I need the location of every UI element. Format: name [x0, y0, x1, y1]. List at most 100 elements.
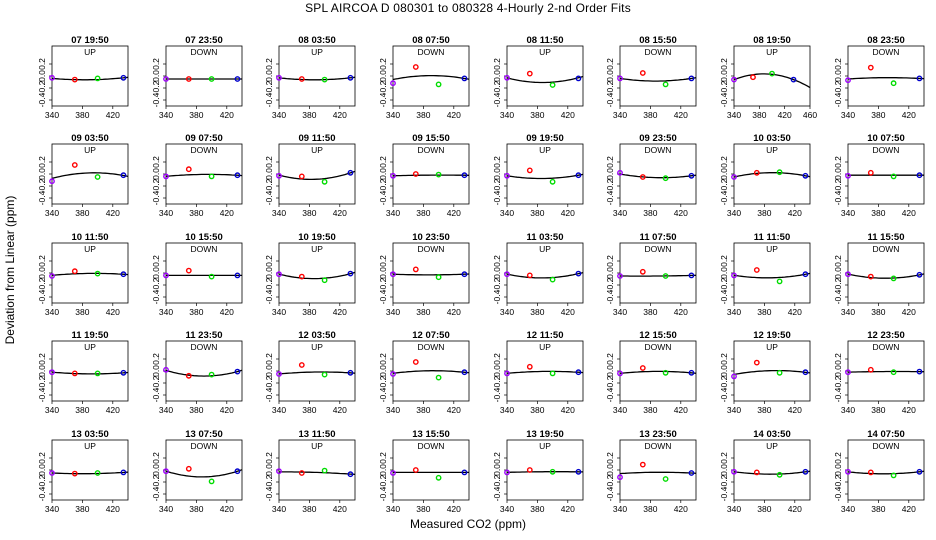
y-tick-label: -0.2 [605, 375, 615, 390]
fit-curve [51, 76, 129, 81]
panel-subtitle: DOWN [645, 145, 672, 155]
y-tick-label: 0.2 [492, 58, 502, 70]
y-tick-label: -0.4 [605, 289, 615, 304]
y-tick-label: -0.4 [492, 486, 502, 501]
x-tick-label: 380 [416, 405, 430, 415]
fit-curve [278, 271, 356, 280]
data-point [49, 273, 55, 279]
y-tick-label: 0.0 [151, 267, 161, 279]
x-tick-label: 340 [159, 110, 173, 120]
data-point [731, 373, 737, 380]
x-tick-label: 380 [75, 307, 89, 317]
data-point [662, 273, 669, 279]
fit-curve [733, 172, 811, 178]
y-tick-label: -0.2 [151, 474, 161, 489]
y-tick-label: -0.2 [37, 80, 47, 95]
data-point [845, 468, 851, 475]
data-point [890, 173, 897, 180]
x-tick-label: 380 [189, 405, 203, 415]
fit-curve [847, 370, 924, 373]
x-tick-label: 340 [386, 504, 400, 514]
y-tick-label: -0.4 [605, 387, 615, 402]
y-tick-label: 0.2 [492, 156, 502, 168]
panel-title: 08 19:50 [753, 35, 791, 46]
x-tick-label: 420 [447, 110, 461, 120]
y-tick-label: 0.0 [719, 70, 729, 82]
fit-curve [392, 370, 470, 374]
data-point [890, 275, 897, 282]
data-point [504, 74, 510, 81]
fit-curve [619, 370, 697, 375]
y-tick-label: 0.2 [264, 353, 274, 365]
y-tick-label: -0.4 [37, 486, 47, 501]
data-point [185, 372, 192, 379]
panel-subtitle: DOWN [873, 47, 900, 57]
data-point [94, 470, 101, 476]
data-point [769, 70, 775, 77]
fit-curve [847, 273, 925, 279]
data-point [185, 76, 192, 82]
y-tick-label: -0.4 [833, 92, 843, 107]
x-tick-label: 380 [871, 504, 885, 514]
data-point [731, 174, 737, 180]
x-tick-label: 340 [500, 110, 514, 120]
data-point [461, 172, 468, 179]
x-tick-label: 340 [727, 405, 741, 415]
y-tick-label: -0.2 [719, 277, 729, 292]
data-point [526, 467, 533, 473]
panel-title: 10 03:50 [753, 133, 791, 144]
y-tick-label: 0.0 [37, 70, 47, 82]
y-tick-label: 0.2 [151, 452, 161, 464]
data-point [845, 369, 851, 376]
y-tick-label: -0.4 [492, 387, 502, 402]
data-point [750, 74, 756, 81]
x-tick-label: 340 [159, 307, 173, 317]
y-tick-label: 0.0 [264, 70, 274, 82]
fit-curve [392, 74, 470, 81]
y-tick-label: 0.2 [264, 452, 274, 464]
panel-title: 12 11:50 [527, 330, 564, 341]
data-point [390, 80, 396, 87]
x-tick-label: 420 [333, 307, 347, 317]
y-tick-label: 0.2 [719, 353, 729, 365]
data-point [575, 369, 582, 376]
data-point [867, 273, 874, 280]
y-tick-label: -0.2 [264, 178, 274, 193]
y-tick-label: -0.2 [833, 277, 843, 292]
data-point [461, 369, 468, 376]
y-tick-label: 0.2 [37, 255, 47, 267]
data-point [916, 468, 923, 475]
data-point [94, 174, 101, 180]
data-point [412, 266, 419, 273]
y-tick-label: 0.2 [378, 452, 388, 464]
x-tick-label: 420 [778, 110, 792, 120]
panel-subtitle: DOWN [418, 47, 445, 57]
panel-subtitle: UP [766, 47, 778, 57]
data-point [208, 371, 215, 378]
panel-subtitle: UP [311, 47, 323, 57]
data-point [549, 370, 556, 377]
panel-title: 12 03:50 [298, 330, 336, 341]
x-tick-label: 340 [272, 504, 286, 514]
fit-curve [847, 77, 925, 80]
data-point [753, 359, 760, 366]
data-point [890, 80, 897, 87]
y-tick-label: 0.2 [37, 156, 47, 168]
data-point [49, 178, 55, 185]
y-tick-label: -0.4 [151, 92, 161, 107]
data-point [461, 75, 468, 82]
data-point [575, 468, 582, 475]
x-tick-label: 340 [613, 110, 627, 120]
y-tick-label: 0.2 [264, 255, 274, 267]
y-tick-label: -0.2 [37, 375, 47, 390]
data-point [575, 270, 582, 277]
x-tick-label: 380 [757, 504, 771, 514]
data-point [549, 82, 556, 88]
panel-title: 11 03:50 [527, 232, 564, 243]
